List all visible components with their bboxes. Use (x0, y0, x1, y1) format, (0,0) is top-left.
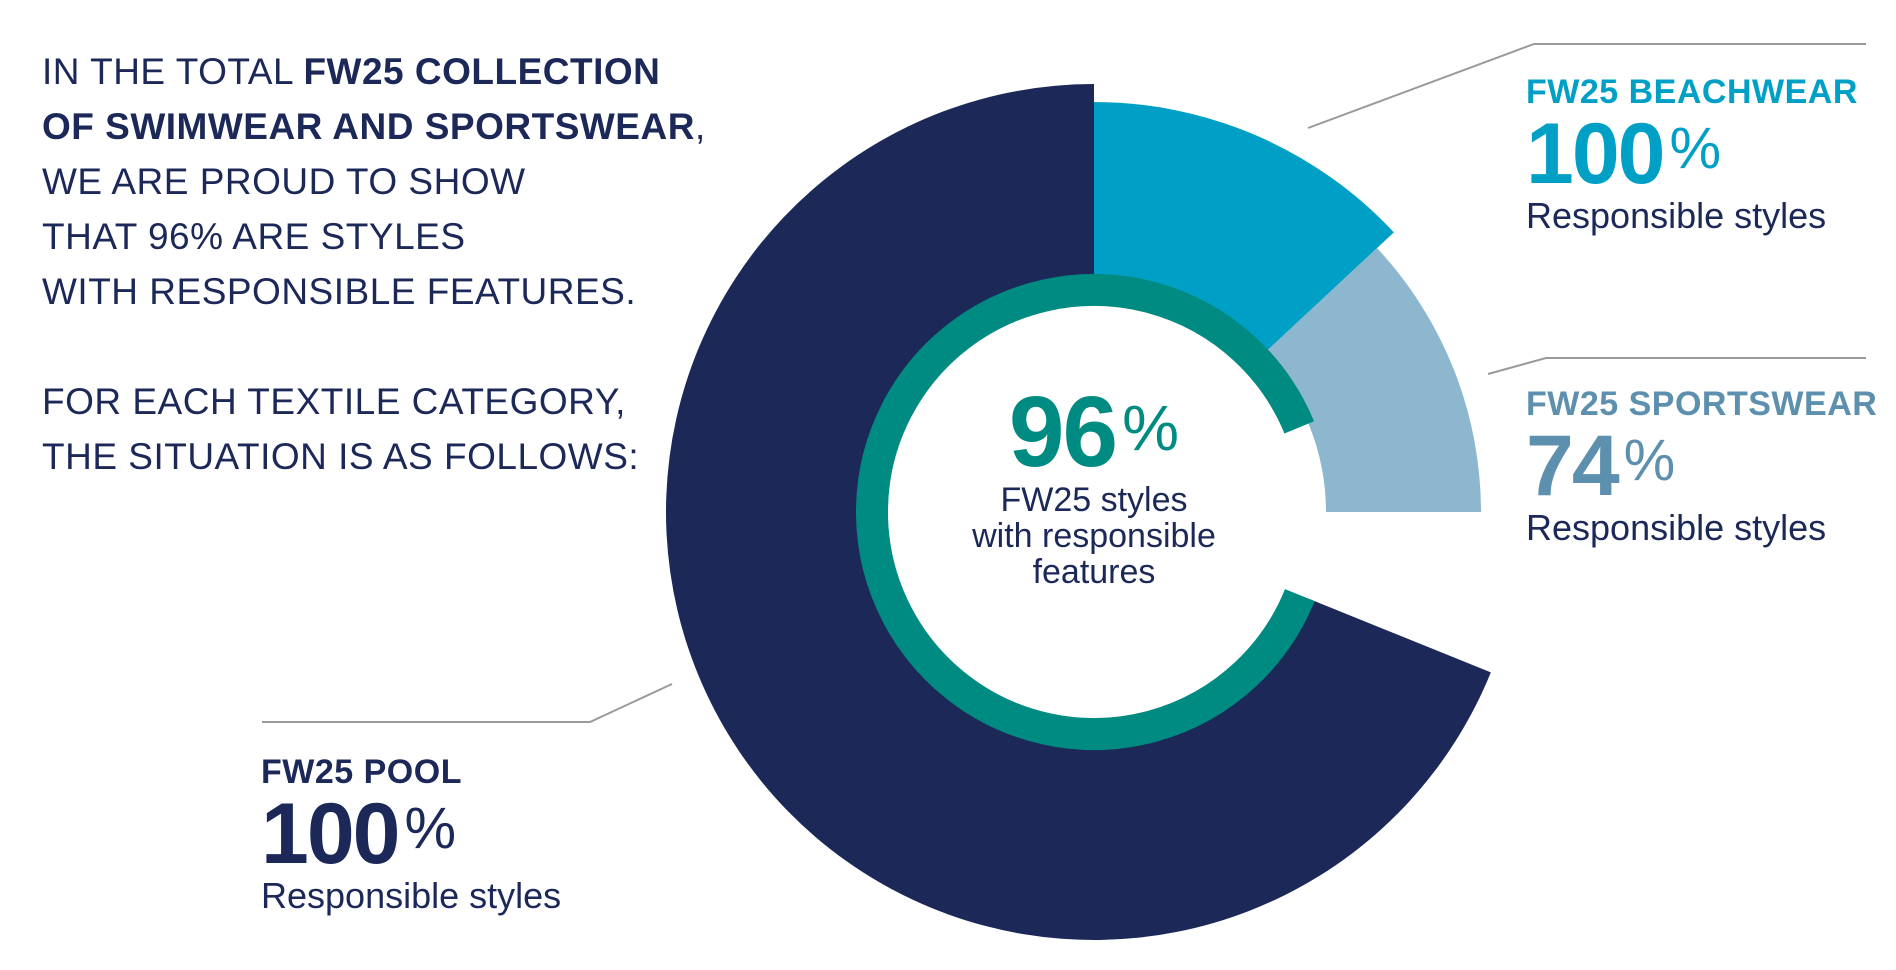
callout-pool-caption: Responsible styles (261, 875, 562, 916)
callout-beachwear-title: FW25 BEACHWEAR (1526, 73, 1858, 111)
total-ring (856, 274, 1315, 750)
callout-sportswear: FW25 SPORTSWEAR 74 % Responsible styles (1526, 384, 1877, 548)
center-unit: % (1122, 392, 1180, 464)
intro-line-2: OF SWIMWEAR AND SPORTSWEAR, (42, 99, 722, 154)
callout-beachwear-caption: Responsible styles (1526, 195, 1827, 236)
slice-pool (665, 84, 1491, 940)
intro-text: IN THE TOTAL FW25 COLLECTION OF SWIMWEAR… (42, 44, 722, 484)
callout-beachwear-value: 100 (1526, 106, 1665, 202)
center-value-row: 96 % (944, 382, 1244, 482)
leader-line-sportswear (1487, 357, 1866, 375)
callout-pool-title: FW25 POOL (261, 753, 462, 791)
leader-line-beachwear (1307, 43, 1866, 129)
intro-line-3: WE ARE PROUD TO SHOW (42, 161, 526, 202)
intro-line-1: IN THE TOTAL FW25 COLLECTION (42, 44, 722, 99)
intro-line-5: WITH RESPONSIBLE FEATURES. (42, 271, 637, 312)
intro-line-4: THAT 96% ARE STYLES (42, 216, 466, 257)
callout-sportswear-caption: Responsible styles (1526, 507, 1827, 548)
slice-sportswear (1263, 248, 1481, 512)
callout-beachwear: FW25 BEACHWEAR 100 % Responsible styles (1526, 72, 1858, 236)
intro-line-7: THE SITUATION IS AS FOLLOWS: (42, 436, 640, 477)
center-caption-3: features (1032, 553, 1156, 591)
callout-pool-value: 100 (261, 786, 400, 882)
center-caption-2: with responsible (972, 517, 1216, 555)
intro-prefix: IN THE TOTAL (42, 51, 304, 92)
leader-line-pool (262, 683, 673, 723)
callout-sportswear-title: FW25 SPORTSWEAR (1526, 385, 1878, 423)
callout-pool: FW25 POOL 100 % Responsible styles (261, 752, 561, 916)
center-label: 96 % FW25 styles with responsible featur… (944, 382, 1244, 590)
center-caption-1: FW25 styles (1000, 481, 1188, 519)
intro-line-6: FOR EACH TEXTILE CATEGORY, (42, 381, 626, 422)
callout-sportswear-value: 74 (1526, 418, 1620, 514)
callout-pool-unit: % (404, 796, 457, 861)
callout-beachwear-value-row: 100 % (1526, 106, 1858, 202)
center-value: 96 (1008, 376, 1118, 488)
intro-comma: , (694, 106, 706, 147)
intro-bold-swimwear: OF SWIMWEAR AND SPORTSWEAR (42, 106, 695, 147)
callout-sportswear-unit: % (1623, 428, 1676, 493)
intro-bold-collection: FW25 COLLECTION (303, 51, 661, 92)
callout-sportswear-value-row: 74 % (1526, 418, 1877, 514)
callout-pool-value-row: 100 % (261, 786, 561, 882)
callout-beachwear-unit: % (1669, 116, 1722, 181)
